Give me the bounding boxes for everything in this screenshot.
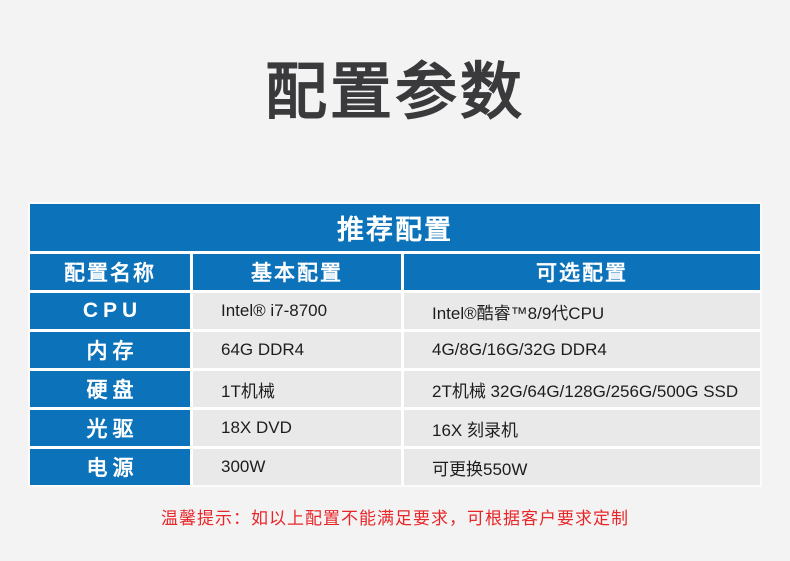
row-label-memory: 内存 <box>30 332 190 368</box>
note-text: 温馨提示：如以上配置不能满足要求，可根据客户要求定制 <box>161 509 629 528</box>
cell-power-basic: 300W <box>193 449 401 485</box>
cell-optical-drive-basic: 18X DVD <box>193 410 401 446</box>
cell-harddisk-basic: 1T机械 <box>193 371 401 407</box>
row-label-harddisk: 硬盘 <box>30 371 190 407</box>
column-header-config-name: 配置名称 <box>30 254 190 290</box>
row-label-cpu: CPU <box>30 293 190 329</box>
cell-optical-drive-optional: 16X 刻录机 <box>404 410 760 446</box>
row-label-power: 电源 <box>30 449 190 485</box>
column-header-optional-config: 可选配置 <box>404 254 760 290</box>
cell-cpu-optional: Intel®酷睿™8/9代CPU <box>404 293 760 329</box>
row-label-optical-drive: 光驱 <box>30 410 190 446</box>
cell-harddisk-optional: 2T机械 32G/64G/128G/256G/500G SSD <box>404 371 760 407</box>
table-header: 推荐配置 <box>30 204 760 251</box>
cell-cpu-basic: Intel® i7-8700 <box>193 293 401 329</box>
page-title: 配置参数 <box>264 58 525 127</box>
spec-table: 推荐配置 配置名称 基本配置 可选配置 CPU Intel® i7-8700 I… <box>28 202 762 487</box>
cell-memory-basic: 64G DDR4 <box>193 332 401 368</box>
cell-power-optional: 可更换550W <box>404 449 760 485</box>
cell-memory-optional: 4G/8G/16G/32G DDR4 <box>404 332 760 368</box>
column-header-basic-config: 基本配置 <box>193 254 401 290</box>
